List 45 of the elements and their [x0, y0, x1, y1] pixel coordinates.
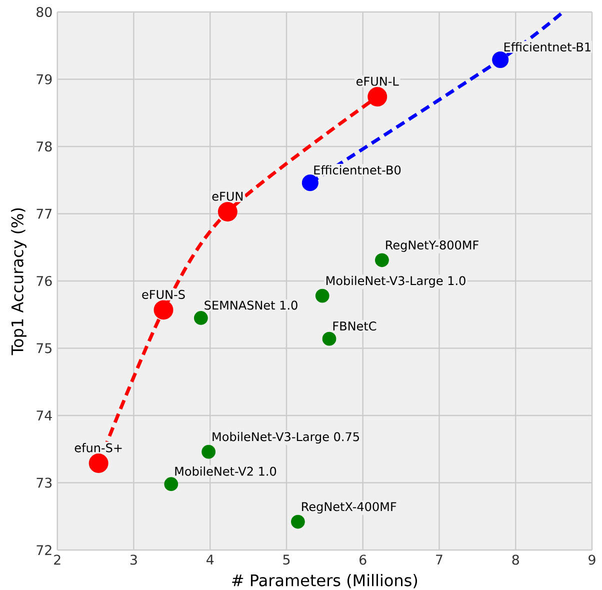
- x-axis-title: # Parameters (Millions): [232, 574, 418, 588]
- annotation: SEMNASNet 1.0: [204, 300, 298, 310]
- y-tick-label: 73: [36, 478, 52, 488]
- annotation: FBNetC: [333, 321, 376, 331]
- x-tick-label: 3: [130, 554, 137, 565]
- annotation: MobileNet-V2 1.0: [175, 466, 276, 476]
- y-tick-label: 79: [36, 74, 52, 84]
- annotation: MobileNet-V3-Large 1.0: [326, 276, 466, 288]
- point: [492, 51, 509, 68]
- annotation: efun-S+: [74, 443, 122, 452]
- point: [302, 174, 318, 192]
- point: [88, 454, 108, 473]
- point: [164, 477, 178, 492]
- point: [315, 288, 330, 303]
- annotation: Efficientnet-B0: [314, 165, 401, 175]
- x-tick-label: 5: [283, 554, 290, 565]
- point: [375, 253, 389, 268]
- x-tick-label: 9: [588, 554, 596, 565]
- point: [218, 202, 238, 222]
- x-tick-label: 8: [512, 554, 519, 565]
- y-tick-label: 72: [36, 545, 52, 555]
- annotation: eFUN-L: [356, 76, 399, 86]
- y-axis-title: Top1 Accuracy (%): [11, 208, 27, 356]
- annotation: MobileNet-V3-Large 0.75: [212, 432, 359, 444]
- point: [290, 514, 305, 529]
- y-tick-label: 74: [36, 410, 52, 420]
- y-tick-label: 75: [36, 343, 52, 354]
- annotation: eFUN-S: [142, 290, 185, 299]
- x-tick-label: 4: [206, 554, 214, 564]
- y-tick-label: 78: [36, 141, 52, 152]
- annotation: RegNetY-800MF: [386, 240, 478, 252]
- x-tick-label: 7: [436, 554, 442, 564]
- point: [154, 300, 174, 320]
- point: [322, 332, 336, 346]
- point: [194, 311, 208, 325]
- y-tick-label: 77: [36, 208, 52, 219]
- x-tick-label: 6: [360, 554, 366, 565]
- annotation: RegNetX-400MF: [302, 502, 396, 514]
- x-tick-label: 2: [54, 554, 60, 565]
- y-tick-label: 80: [36, 6, 52, 18]
- annotation: eFUN: [212, 192, 243, 201]
- y-tick-label: 76: [36, 276, 52, 286]
- point: [202, 444, 216, 459]
- annotation: Efficientnet-B1: [504, 42, 590, 52]
- point: [368, 87, 388, 106]
